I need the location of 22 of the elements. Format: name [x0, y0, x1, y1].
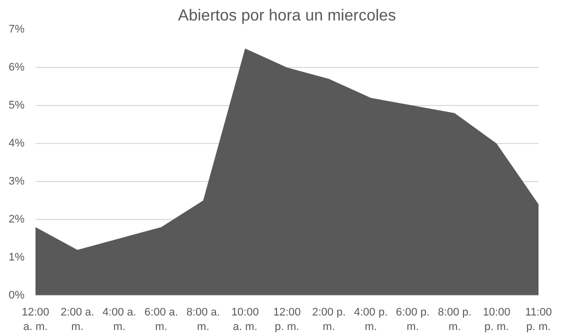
x-tick-label: 4:00 a. m.: [102, 306, 136, 333]
x-tick-label: 12:00 a. m.: [22, 306, 50, 333]
x-tick-label: 2:00 p. m.: [312, 306, 346, 333]
x-tick-label: 8:00 p. m.: [438, 306, 472, 333]
y-tick-label: 3%: [8, 176, 25, 188]
y-tick-label: 4%: [8, 138, 25, 150]
x-tick-label: 10:00 p. m.: [482, 306, 510, 333]
y-tick-label: 5%: [8, 100, 25, 112]
x-tick-label: 11:00 p. m.: [525, 306, 552, 333]
x-tick-label: 8:00 a. m.: [186, 306, 220, 333]
y-tick-label: 0%: [8, 290, 25, 302]
x-tick-label: 12:00 p. m.: [273, 306, 301, 333]
y-tick-label: 6%: [8, 62, 25, 74]
x-tick-label: 10:00 a. m.: [231, 306, 259, 333]
y-tick-label: 7%: [8, 24, 25, 36]
y-tick-label: 1%: [8, 252, 25, 264]
x-tick-label: 6:00 a. m.: [144, 306, 178, 333]
x-tick-label: 6:00 p. m.: [396, 306, 430, 333]
y-tick-label: 2%: [8, 214, 25, 226]
x-tick-label: 2:00 a. m.: [60, 306, 94, 333]
x-tick-label: 4:00 p. m.: [354, 306, 388, 333]
chart-title: Abiertos por hora un miercoles: [178, 8, 396, 24]
